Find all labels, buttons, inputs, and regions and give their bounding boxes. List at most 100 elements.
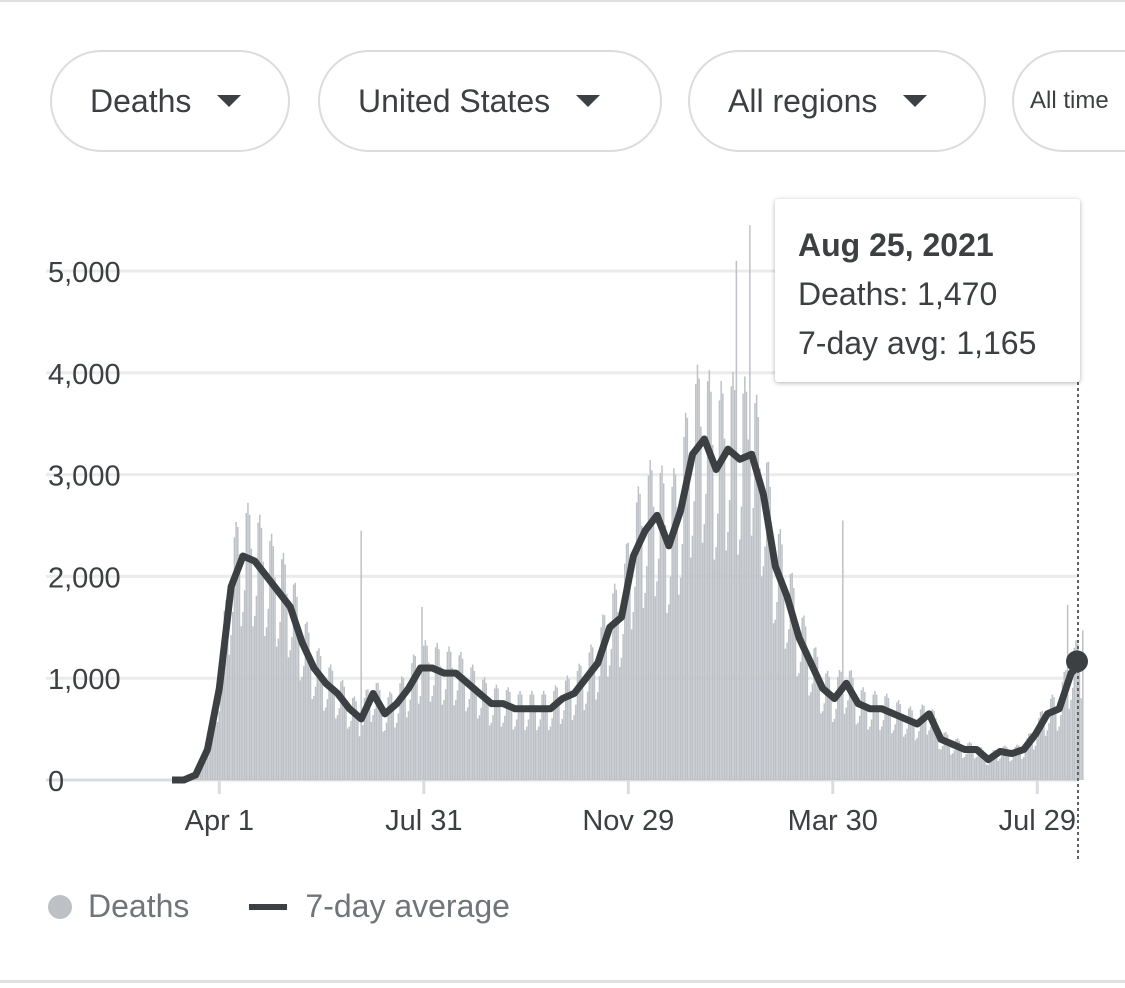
death-bar xyxy=(358,736,361,780)
death-bar xyxy=(480,707,482,780)
death-bar xyxy=(1016,744,1018,780)
death-bar xyxy=(640,525,643,780)
death-bar xyxy=(520,694,523,780)
death-bar xyxy=(1007,751,1010,780)
death-bar xyxy=(548,730,550,780)
death-bar xyxy=(799,661,802,780)
death-bar xyxy=(407,711,410,780)
death-bar xyxy=(728,500,731,780)
death-bar xyxy=(735,260,738,780)
death-bar xyxy=(422,645,425,780)
death-bar xyxy=(877,705,880,780)
death-bar xyxy=(450,651,452,780)
death-bar xyxy=(995,752,998,780)
death-bar xyxy=(502,722,504,780)
death-bar xyxy=(466,707,469,780)
death-bar xyxy=(323,710,325,780)
death-bar xyxy=(534,705,536,780)
death-bar xyxy=(646,566,648,780)
death-bar xyxy=(465,711,467,780)
country-dropdown-label: United States xyxy=(358,82,551,119)
death-bar xyxy=(541,694,543,780)
death-bar xyxy=(931,709,934,780)
death-bar xyxy=(389,691,391,780)
death-bar xyxy=(429,701,432,780)
tooltip-date: Aug 25, 2021 xyxy=(798,227,994,263)
y-tick-label: 1,000 xyxy=(48,664,121,696)
death-bar xyxy=(581,677,584,780)
death-bar xyxy=(203,755,205,780)
death-bar xyxy=(791,572,793,780)
death-bar xyxy=(674,474,677,780)
death-bar xyxy=(874,690,876,780)
death-bar xyxy=(760,576,763,780)
time-range-dropdown-label: All time xyxy=(1030,87,1109,114)
death-bar xyxy=(815,647,817,780)
death-bar xyxy=(767,461,770,780)
death-bar xyxy=(904,734,907,780)
death-bar xyxy=(544,694,547,780)
death-bar xyxy=(661,465,663,780)
death-bar xyxy=(397,713,400,780)
metric-dropdown[interactable]: Deaths xyxy=(50,50,290,152)
death-bar xyxy=(762,566,765,780)
death-bar xyxy=(678,594,680,780)
death-bar xyxy=(412,654,415,780)
death-bar xyxy=(485,683,487,780)
death-bar xyxy=(421,606,423,780)
death-bar xyxy=(294,582,297,780)
death-bar xyxy=(727,531,729,780)
death-bar xyxy=(897,700,900,780)
death-bar xyxy=(576,670,579,780)
death-bar xyxy=(556,687,558,780)
death-bar xyxy=(705,493,707,780)
death-bar xyxy=(275,646,278,780)
death-bar xyxy=(793,588,795,780)
death-bar xyxy=(441,704,444,780)
death-bar xyxy=(923,705,925,780)
death-bar xyxy=(392,702,395,780)
country-dropdown[interactable]: United States xyxy=(318,50,662,152)
death-bar xyxy=(225,600,227,780)
top-divider xyxy=(0,0,1125,2)
legend-average-swatch xyxy=(249,903,288,910)
death-bar xyxy=(1049,698,1052,780)
death-bar xyxy=(238,554,241,780)
death-bar xyxy=(696,364,699,780)
death-bar xyxy=(657,558,660,780)
death-bar xyxy=(1038,718,1040,780)
death-bar xyxy=(750,535,753,780)
death-bar xyxy=(803,615,805,780)
death-bar xyxy=(564,680,567,780)
y-tick-label: 0 xyxy=(48,766,64,798)
death-bar xyxy=(711,444,714,780)
death-bar xyxy=(299,680,302,780)
death-bar xyxy=(816,656,819,780)
death-bar xyxy=(723,438,726,780)
death-bar xyxy=(372,715,374,780)
death-bar xyxy=(399,683,401,780)
death-bar xyxy=(279,621,281,780)
time-range-dropdown[interactable]: All time xyxy=(1012,50,1125,152)
death-bar xyxy=(962,758,964,780)
death-bar xyxy=(313,696,315,780)
death-bar xyxy=(772,623,775,780)
death-bar xyxy=(1073,647,1076,780)
death-bar xyxy=(265,627,268,780)
death-bar xyxy=(755,394,758,780)
death-bar xyxy=(470,667,472,780)
death-bar xyxy=(975,757,978,780)
death-bar xyxy=(321,673,324,780)
death-bar xyxy=(781,544,783,780)
death-bar xyxy=(1051,694,1054,780)
death-bar xyxy=(918,731,920,780)
death-bar xyxy=(585,703,587,780)
death-bar xyxy=(357,712,359,780)
death-bar xyxy=(831,721,834,780)
death-bar xyxy=(316,650,318,780)
death-bar xyxy=(406,717,408,780)
death-bar xyxy=(318,648,320,780)
death-bar xyxy=(708,370,711,780)
region-dropdown[interactable]: All regions xyxy=(688,50,986,152)
